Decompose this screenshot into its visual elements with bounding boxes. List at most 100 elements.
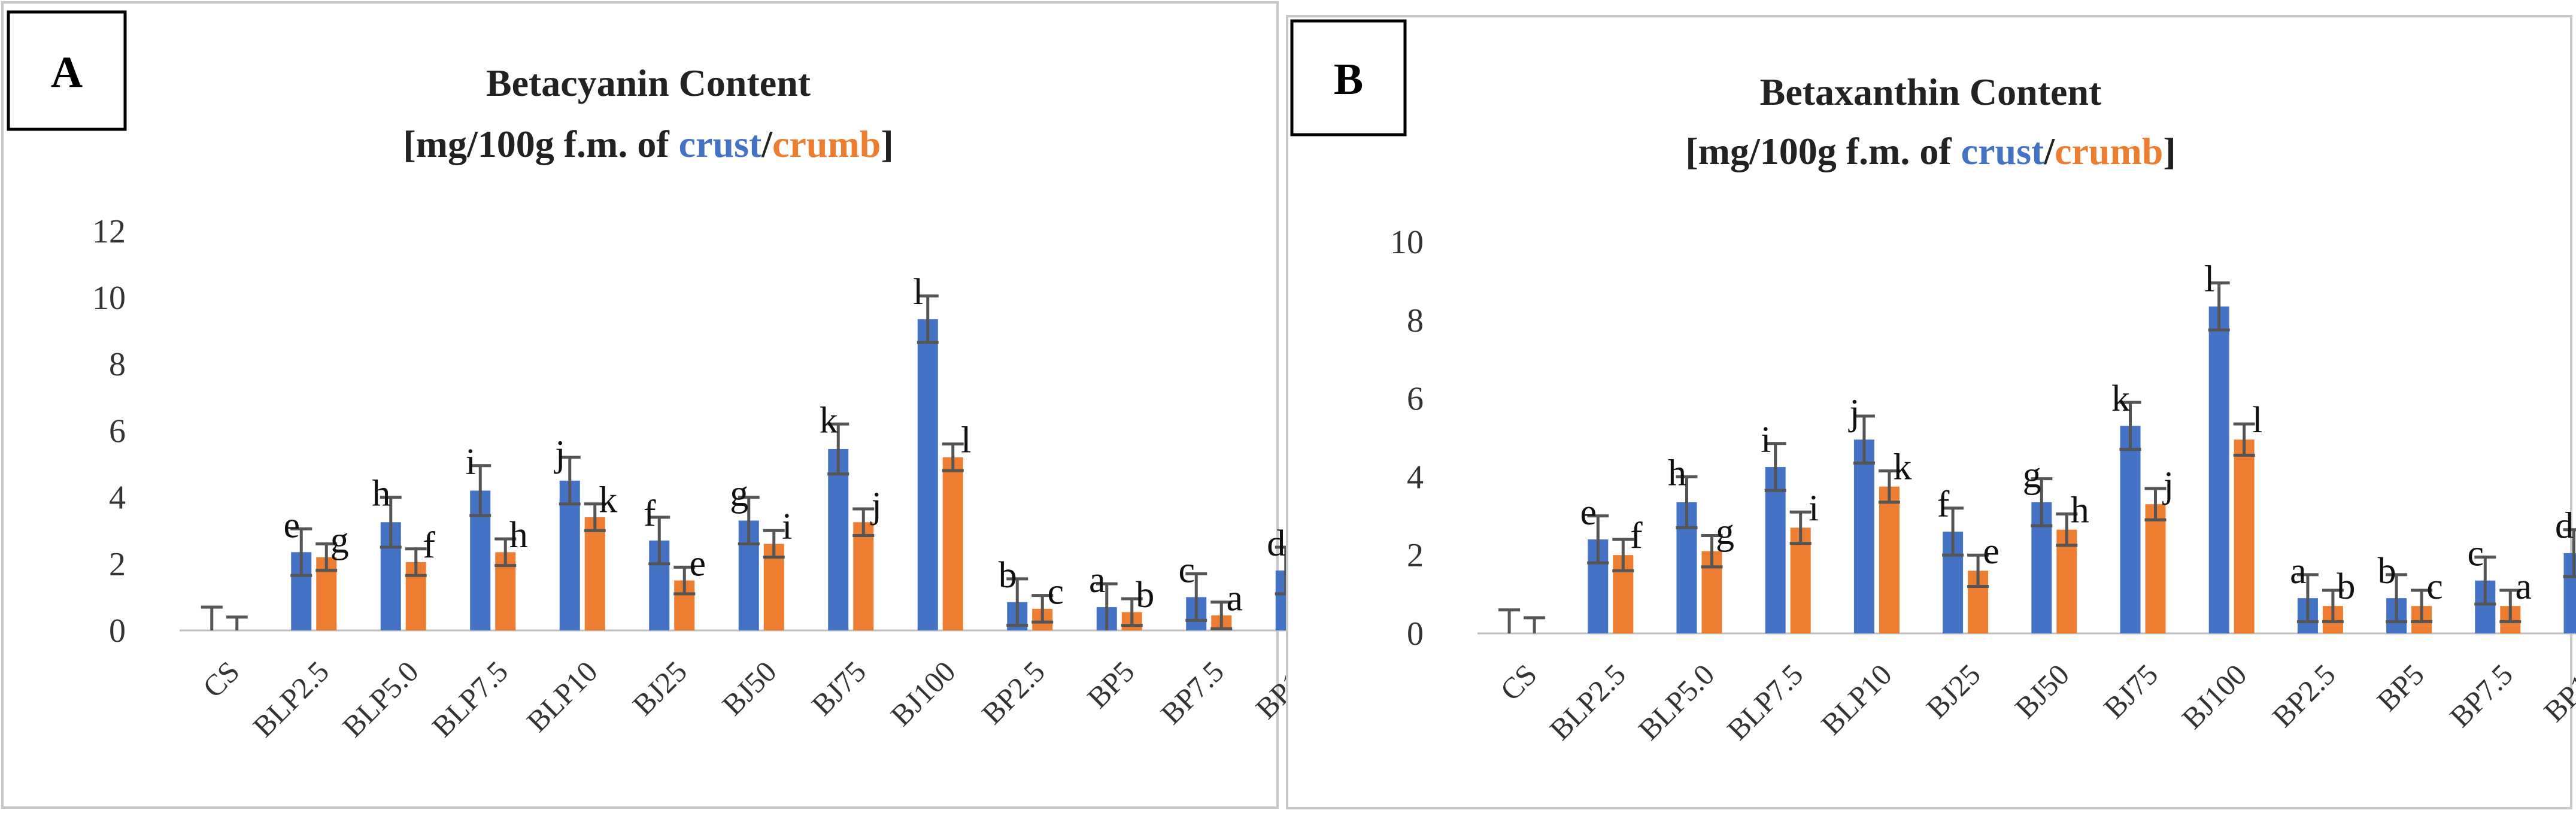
panel-b-errorbar-crumb-7 <box>2144 487 2167 521</box>
panel-a-errorbar-crumb-5 <box>673 565 696 596</box>
panel-a-frame <box>1 1 1279 809</box>
panel-b-letter-crumb-2: g <box>1716 512 1734 553</box>
panel-b-errorbar-crust-10 <box>2386 573 2408 623</box>
panel-a-letter-crust-8: l <box>913 272 923 313</box>
panel-b-subtitle: [mg/100g f.m. of crust/crumb] <box>1685 130 2176 172</box>
panel-a: A Betacyanin Content [mg/100g f.m. of cr… <box>1 1 1343 809</box>
panel-a-subtitle-prefix: [mg/100g f.m. of <box>403 123 678 165</box>
panel-b-bar-crumb-6 <box>2056 529 2077 633</box>
panel-b-errorbar-crust-4 <box>1853 414 1875 465</box>
panel-a-letter-crust-4: j <box>554 433 565 474</box>
panel-b-subtitle-crumb: crumb <box>2055 130 2163 172</box>
panel-a-errorbar-crust-0 <box>201 605 223 630</box>
panel-b-errorbar-crust-1 <box>1587 514 1609 565</box>
panel-b-letter-crust-8: l <box>2204 259 2214 300</box>
panel-a-ytick-4: 8 <box>109 346 126 383</box>
panel-b-letter-crust-10: b <box>2378 551 2396 591</box>
panel-a-subtitle-suffix: ] <box>881 123 893 165</box>
panel-b-letter-crust-7: k <box>2111 378 2130 419</box>
panel-b-letter-crust-12: d <box>2555 506 2574 547</box>
panel-b-errorbar-crumb-11 <box>2499 588 2522 623</box>
panel-a-letter-crumb-10: b <box>1136 575 1154 615</box>
panel-b-errorbar-crust-7 <box>2119 401 2141 451</box>
panel-a-letter-crumb-11: a <box>1226 578 1243 619</box>
panel-b-letter-crumb-1: f <box>1630 515 1643 556</box>
panel-b-ytick-5: 10 <box>1390 224 1424 261</box>
panel-a-subtitle-separator: / <box>761 123 773 165</box>
panel-b-letter-crust-11: c <box>2468 533 2484 574</box>
panel-a-ytick-3: 6 <box>109 412 126 450</box>
panel-b-bar-crust-8 <box>2208 306 2229 633</box>
panel-b-errorbar-crumb-4 <box>1878 469 1900 504</box>
panel-a-errorbar-crumb-4 <box>584 502 606 532</box>
panel-b-subtitle-crust: crust <box>1961 130 2044 172</box>
panel-b-bar-crust-3 <box>1765 467 1786 633</box>
panel-b-subtitle-prefix: [mg/100g f.m. of <box>1685 130 1961 172</box>
panel-a-letter-crust-6: g <box>730 474 748 514</box>
panel-a-errorbar-crust-2 <box>380 496 402 549</box>
panel-b-bar-crust-4 <box>1853 439 1874 633</box>
panel-a-letter-crumb-3: h <box>509 515 528 556</box>
panel-a-errorbar-crumb-11 <box>1210 600 1233 630</box>
panel-b-letter-box <box>1290 19 1407 136</box>
panel-a-letter-crumb-8: l <box>961 420 971 461</box>
panel-b-bar-crumb-4 <box>1879 486 1900 633</box>
panel-b-letter-crust-6: g <box>2023 455 2041 496</box>
panel-b-letter-crumb-4: k <box>1893 447 1911 488</box>
panel-a-subtitle-crust: crust <box>679 123 762 165</box>
panel-a-letter-crust-1: e <box>283 505 300 545</box>
panel-b-errorbar-crumb-10 <box>2411 588 2433 623</box>
panel-a-letter-crust-11: c <box>1178 550 1195 590</box>
panel-b-errorbar-crumb-2 <box>1701 534 1723 569</box>
panel-a-letter-crumb-1: g <box>330 520 349 560</box>
panel-a-letter-crumb-6: i <box>782 506 792 547</box>
panel-a-ytick-0: 0 <box>109 612 126 650</box>
panel-b-errorbar-crust-6 <box>2031 477 2053 527</box>
panel-a-errorbar-crust-6 <box>738 496 760 545</box>
panel-a-errorbar-crumb-0 <box>226 615 248 630</box>
panel-a-letter-crumb-4: k <box>599 480 617 521</box>
panel-b-errorbar-crust-0 <box>1498 608 1521 633</box>
panel-b-bar-crumb-3 <box>1790 527 1811 633</box>
panel-a-errorbar-crumb-1 <box>315 542 338 572</box>
panel-a-letter-crust-10: a <box>1089 560 1106 600</box>
panel-b-letter-crumb-6: h <box>2071 490 2089 531</box>
panel-b-letter-crumb-7: j <box>2162 465 2174 505</box>
panel-a-ytick-6: 12 <box>92 213 126 250</box>
panel-a-letter-crumb-7: j <box>870 485 882 526</box>
panel-a-title: Betacyanin Content <box>486 62 811 104</box>
panel-b-letter-crumb-3: i <box>1809 488 1819 529</box>
panel-a-letter-crust-9: b <box>999 555 1017 596</box>
panel-a-ytick-5: 10 <box>92 280 126 317</box>
panel-a-letter-crust-5: f <box>644 493 656 534</box>
panel-b-errorbar-crumb-8 <box>2233 422 2255 457</box>
panel-b: B Betaxanthin Content [mg/100g f.m. of c… <box>1286 15 2576 809</box>
panel-a-bar-crumb-7 <box>853 522 874 630</box>
panel-a-subtitle-crumb: crumb <box>772 123 881 165</box>
panel-a-errorbar-crust-7 <box>827 422 849 476</box>
panel-a-letter-crust-12: d <box>1267 523 1285 564</box>
panel-a-ytick-1: 2 <box>109 546 126 583</box>
panel-b-letter-crumb-5: e <box>1983 531 1999 572</box>
panel-b-errorbar-crust-8 <box>2208 281 2230 332</box>
panel-b-letter-crumb-8: l <box>2252 400 2262 441</box>
panel-a-errorbar-crumb-8 <box>942 442 964 472</box>
panel-a-errorbar-crumb-2 <box>405 547 427 577</box>
panel-b-errorbar-crumb-0 <box>1524 616 1546 633</box>
panel-a-letter: A <box>51 48 83 97</box>
panel-a-errorbar-crust-4 <box>559 456 581 506</box>
panel-a-ytick-2: 4 <box>109 480 126 517</box>
panel-a-letter-crust-2: h <box>372 474 390 514</box>
panel-a-bar-crust-8 <box>917 319 938 630</box>
panel-b-letter-crumb-11: a <box>2516 566 2532 607</box>
panel-a-bar-crumb-8 <box>942 457 963 630</box>
panel-b-errorbar-crust-11 <box>2474 555 2496 606</box>
panel-b-ytick-1: 2 <box>1407 537 1424 574</box>
panel-b-bar-crumb-7 <box>2145 504 2166 633</box>
panel-a-bar-crust-7 <box>828 448 849 630</box>
panel-b-letter-crumb-10: c <box>2426 566 2443 607</box>
panel-b-letter-crust-4: j <box>1848 392 1859 433</box>
panel-a-letter-box <box>7 10 127 131</box>
